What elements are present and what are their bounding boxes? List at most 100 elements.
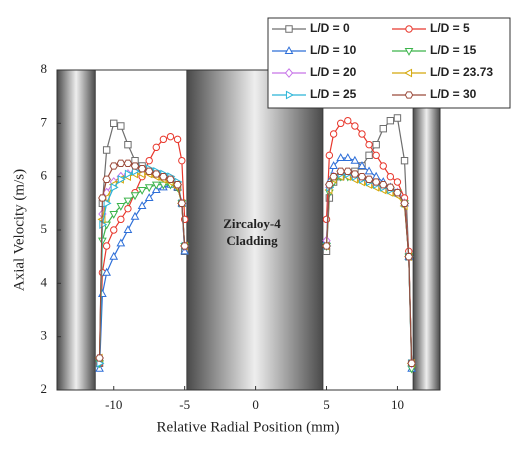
marker (110, 119, 118, 128)
x-tick-label: -5 (179, 397, 190, 412)
marker (95, 354, 104, 362)
marker (337, 119, 345, 128)
marker (159, 172, 168, 181)
marker (336, 167, 345, 176)
x-tick-label: 0 (252, 397, 259, 412)
legend-label: L/D = 20 (310, 65, 357, 79)
legend-label: L/D = 0 (310, 21, 350, 35)
marker (404, 68, 413, 78)
marker (379, 162, 387, 170)
legend-label: L/D = 25 (310, 87, 357, 101)
marker (364, 166, 374, 175)
marker (103, 198, 112, 208)
marker (98, 194, 107, 202)
marker (144, 184, 154, 193)
marker (386, 183, 395, 192)
marker (393, 114, 402, 122)
y-axis-label: Axial Velocity (m/s) (11, 169, 27, 291)
marker (144, 193, 154, 202)
marker (364, 175, 374, 184)
marker (372, 151, 380, 160)
marker (400, 156, 409, 165)
legend (267, 17, 511, 109)
annotation: Zircaloy-4 (223, 216, 281, 231)
marker (137, 186, 147, 195)
marker (137, 201, 147, 210)
marker (159, 135, 168, 144)
marker (144, 167, 154, 176)
x-axis-label: Relative Radial Position (mm) (157, 419, 340, 435)
marker (116, 238, 126, 247)
marker (123, 197, 133, 206)
marker (145, 156, 153, 165)
marker (116, 159, 126, 168)
marker (110, 182, 119, 192)
marker (322, 215, 331, 224)
marker (351, 122, 359, 130)
marker (102, 175, 111, 184)
marker (393, 188, 402, 197)
marker (130, 211, 140, 220)
cladding-region (56, 69, 96, 391)
marker (343, 153, 353, 162)
marker (329, 130, 338, 138)
marker (404, 252, 414, 261)
marker (285, 90, 294, 100)
marker (386, 116, 395, 125)
marker (371, 178, 381, 186)
marker (365, 151, 373, 160)
marker (173, 180, 182, 189)
marker (344, 116, 352, 125)
marker (407, 359, 416, 368)
marker (152, 143, 160, 152)
marker (177, 199, 187, 208)
marker (109, 251, 119, 260)
marker (137, 164, 147, 173)
marker (123, 225, 133, 234)
marker (405, 25, 413, 33)
cladding-region (186, 69, 324, 391)
marker (358, 130, 366, 138)
marker (371, 171, 381, 180)
marker (379, 124, 387, 133)
marker (379, 180, 388, 189)
marker (130, 162, 140, 170)
marker (178, 156, 186, 165)
marker (102, 267, 112, 276)
x-tick-label: 10 (391, 397, 404, 412)
plot-frame (56, 69, 441, 391)
marker (284, 46, 294, 55)
marker (325, 151, 334, 160)
marker (404, 91, 414, 99)
marker (117, 174, 126, 184)
marker (109, 162, 118, 170)
marker (123, 159, 133, 168)
legend-label: L/D = 23.73 (430, 65, 493, 79)
marker (98, 289, 107, 298)
annotation: Cladding (226, 233, 278, 248)
marker (329, 172, 338, 181)
x-tick-label: 5 (323, 397, 330, 412)
marker (102, 146, 111, 154)
marker (173, 135, 182, 144)
marker (393, 178, 402, 186)
marker (166, 132, 175, 141)
cladding-region (412, 69, 441, 391)
marker (404, 47, 414, 56)
legend-label: L/D = 30 (430, 87, 477, 101)
marker (365, 140, 373, 149)
marker (117, 215, 125, 224)
legend-label: L/D = 15 (430, 43, 477, 57)
marker (166, 175, 175, 184)
marker (400, 199, 409, 208)
marker (124, 169, 133, 179)
marker (180, 242, 189, 250)
marker (152, 170, 161, 178)
y-tick-label: 6 (41, 168, 48, 183)
marker (343, 167, 353, 176)
y-tick-label: 8 (41, 61, 48, 76)
marker (102, 242, 111, 250)
marker (386, 172, 395, 181)
marker (285, 25, 293, 33)
marker (322, 242, 331, 250)
